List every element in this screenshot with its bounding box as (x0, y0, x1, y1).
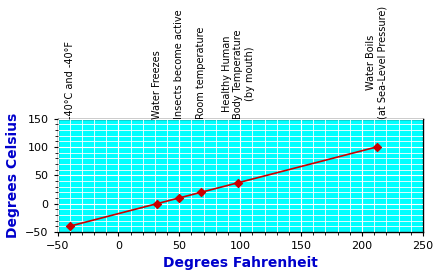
Text: Water Boils
(at Sea-Level Pressure): Water Boils (at Sea-Level Pressure) (365, 6, 386, 119)
X-axis label: Degrees Fahrenheit: Degrees Fahrenheit (162, 256, 317, 270)
Y-axis label: Degrees Celsius: Degrees Celsius (6, 113, 20, 238)
Text: Room temperature: Room temperature (196, 26, 206, 119)
Text: -40°C and -40°F: -40°C and -40°F (64, 41, 74, 119)
Text: Insects become active: Insects become active (174, 9, 184, 119)
Point (153, 201, 160, 206)
Point (197, 190, 204, 195)
Point (175, 196, 182, 200)
Point (372, 145, 379, 149)
Point (66, 224, 73, 229)
Point (234, 181, 241, 185)
Text: Healthy Human
Body Temperature
(by mouth): Healthy Human Body Temperature (by mouth… (221, 29, 254, 119)
Text: Water Freezes: Water Freezes (152, 50, 162, 119)
